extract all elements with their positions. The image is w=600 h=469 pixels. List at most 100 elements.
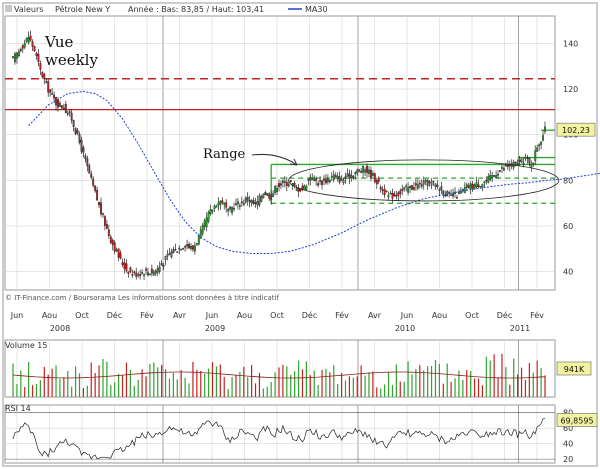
volume-bar-up <box>274 372 276 397</box>
candle-down <box>184 246 187 248</box>
x-tick-label: Oct <box>465 311 479 320</box>
candle-up <box>199 229 202 238</box>
candle-up <box>307 179 310 181</box>
candle-down <box>395 195 398 197</box>
candle-up <box>534 150 537 161</box>
candle-down <box>248 200 251 203</box>
volume-bar-down <box>509 384 511 397</box>
volume-bar-up <box>59 378 61 397</box>
candle-down <box>119 252 122 259</box>
candle-up <box>450 194 453 196</box>
candle-up <box>520 158 523 163</box>
candle-down <box>268 193 271 199</box>
volume-bar-down <box>356 376 358 397</box>
candle-down <box>37 54 40 63</box>
volume-bar-up <box>313 370 315 397</box>
volume-bar-down <box>31 385 34 397</box>
candle-up <box>499 170 501 172</box>
candle-down <box>21 45 24 49</box>
candle-down <box>375 179 378 185</box>
candle-down <box>270 194 273 200</box>
x-tick-label: Avr <box>173 311 187 320</box>
volume-bar-up <box>305 361 307 397</box>
candle-down <box>240 201 243 203</box>
volume-bar-up <box>239 371 241 397</box>
volume-bar-up <box>129 369 131 397</box>
volume-bar-up <box>110 385 112 397</box>
volume-bar-down <box>196 369 198 397</box>
candle-down <box>233 207 235 210</box>
candle-down <box>66 113 69 115</box>
volume-bar-down <box>481 385 484 397</box>
candle-up <box>256 200 259 206</box>
x-tick-label: Fév <box>530 310 544 320</box>
candle-down <box>477 184 480 187</box>
candle-up <box>231 207 233 214</box>
candle-up <box>152 271 155 276</box>
rsi-tick-label: 60 <box>563 424 573 433</box>
candle-up <box>332 174 335 181</box>
candle-down <box>418 182 421 185</box>
candle-down <box>96 189 99 201</box>
year-label: 2009 <box>205 324 225 333</box>
x-tick-label: Déc <box>497 310 512 320</box>
volume-bar-down <box>360 365 362 397</box>
candle-up <box>205 217 208 228</box>
volume-bar-up <box>149 363 151 397</box>
year-label: 2010 <box>395 324 415 333</box>
candle-up <box>272 193 275 197</box>
volume-bar-down <box>254 383 257 397</box>
candle-down <box>252 200 255 204</box>
candle-up <box>493 175 496 177</box>
volume-bar-up <box>176 379 178 397</box>
candle-up <box>25 37 28 42</box>
candle-up <box>330 176 333 178</box>
volume-bar-down <box>141 369 143 397</box>
candle-down <box>221 200 224 204</box>
candle-up <box>463 187 466 193</box>
candle-down <box>516 163 519 165</box>
ma30-line <box>28 90 600 254</box>
x-tick-label: Jun <box>205 311 219 320</box>
candle-up <box>416 184 419 189</box>
candle-up <box>430 182 433 186</box>
candle-up <box>287 184 290 187</box>
candle-down <box>111 239 114 246</box>
candle-down <box>325 179 327 184</box>
x-tick-label: Oct <box>75 311 89 320</box>
x-tick-label: Aou <box>432 311 447 320</box>
header-prefix: Valeurs <box>14 5 43 14</box>
candle-down <box>311 178 314 181</box>
candle-down <box>323 178 325 181</box>
x-tick-label: Avr <box>368 311 382 320</box>
candle-down <box>440 186 443 191</box>
candle-up <box>522 162 525 165</box>
volume-bar-down <box>223 376 225 397</box>
candle-down <box>188 243 190 249</box>
volume-bar-up <box>411 374 413 397</box>
year-label: 2011 <box>510 324 530 333</box>
volume-bar-down <box>524 379 527 397</box>
volume-bar-up <box>20 370 22 397</box>
candle-up <box>148 273 151 276</box>
volume-bar-up <box>403 381 405 397</box>
candle-down <box>125 263 128 271</box>
candle-down <box>139 273 142 276</box>
candle-down <box>225 202 228 208</box>
candle-down <box>102 213 104 215</box>
candle-up <box>465 184 468 188</box>
candle-down <box>246 197 249 201</box>
candle-down <box>432 180 435 183</box>
candle-up <box>242 202 245 205</box>
candle-down <box>508 164 511 167</box>
volume-bar-up <box>16 384 18 397</box>
volume-bar-up <box>168 378 171 397</box>
price-panel: Jun Aou Oct Déc Fév Avr Jun Aou Oct Déc Fév Avr Jun A… <box>4 15 600 333</box>
candle-up <box>141 272 144 274</box>
candle-up <box>236 201 239 205</box>
candle-down <box>76 130 79 134</box>
candle-down <box>41 71 44 78</box>
candle-up <box>201 224 204 234</box>
volume-bar-up <box>55 365 57 397</box>
candle-down <box>117 248 120 258</box>
